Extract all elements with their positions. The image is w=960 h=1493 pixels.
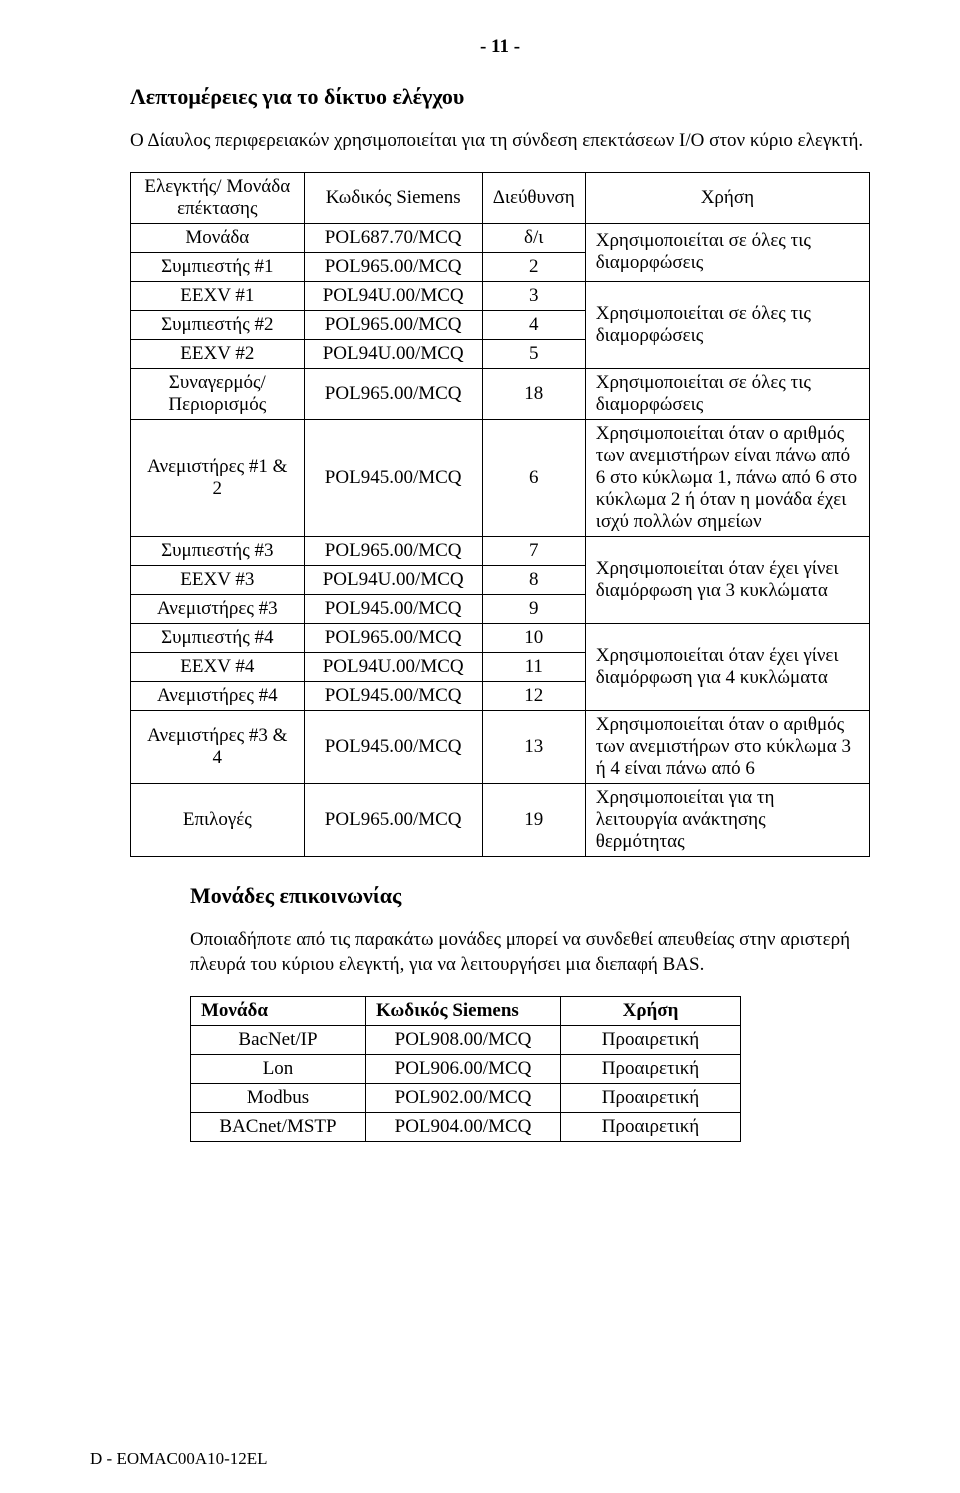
cell: 12 [482,681,585,710]
table-row: Lon POL906.00/MCQ Προαιρετική [191,1054,741,1083]
cell: Συμπιεστής #4 [131,623,305,652]
cell: 8 [482,565,585,594]
cell: Συμπιεστής #2 [131,310,305,339]
cell: EEXV #4 [131,652,305,681]
table-header: Χρήση [585,172,869,223]
table-header: Κωδικός Siemens [304,172,482,223]
cell: 9 [482,594,585,623]
cell: Χρησιμοποιείται όταν ο αριθμός των ανεμι… [585,419,869,536]
cell: Modbus [191,1083,366,1112]
cell: Lon [191,1054,366,1083]
section-intro-1: Ο Δίαυλος περιφερειακών χρησιμοποιείται … [130,128,870,154]
cell: 19 [482,783,585,856]
cell: POL94U.00/MCQ [304,565,482,594]
cell: POL965.00/MCQ [304,310,482,339]
footer-text: D - EOMAC00A10-12EL [90,1449,268,1469]
cell: Χρησιμοποιείται όταν έχει γίνει διαμόρφω… [585,623,869,710]
table-row: BACnet/MSTP POL904.00/MCQ Προαιρετική [191,1112,741,1141]
cell: 3 [482,281,585,310]
table-row: Ανεμιστήρες #3 & 4 POL945.00/MCQ 13 Χρησ… [131,710,870,783]
cell: Προαιρετική [561,1054,741,1083]
cell: Επιλογές [131,783,305,856]
cell: POL965.00/MCQ [304,252,482,281]
cell: POL945.00/MCQ [304,419,482,536]
table-header: Κωδικός Siemens [366,996,561,1025]
table-row: EEXV #1 POL94U.00/MCQ 3 Χρησιμοποιείται … [131,281,870,310]
cell: EEXV #1 [131,281,305,310]
cell: POL902.00/MCQ [366,1083,561,1112]
cell: Συμπιεστής #1 [131,252,305,281]
cell: δ/ι [482,223,585,252]
cell: POL945.00/MCQ [304,710,482,783]
table-row: Modbus POL902.00/MCQ Προαιρετική [191,1083,741,1112]
cell: POL965.00/MCQ [304,783,482,856]
table-row: BacNet/IP POL908.00/MCQ Προαιρετική [191,1025,741,1054]
table-header: Χρήση [561,996,741,1025]
cell: 13 [482,710,585,783]
cell: 7 [482,536,585,565]
cell: 11 [482,652,585,681]
cell: Ανεμιστήρες #1 & 2 [131,419,305,536]
cell: 4 [482,310,585,339]
cell: 6 [482,419,585,536]
cell: Χρησιμοποιείται όταν ο αριθμός των ανεμι… [585,710,869,783]
comm-modules-table: Μονάδα Κωδικός Siemens Χρήση BacNet/IP P… [190,996,741,1142]
cell: EEXV #3 [131,565,305,594]
cell: BacNet/IP [191,1025,366,1054]
table-row: Ελεγκτής/ Μονάδα επέκτασης Κωδικός Sieme… [131,172,870,223]
table-row: Συναγερμός/ Περιορισμός POL965.00/MCQ 18… [131,368,870,419]
cell: 2 [482,252,585,281]
cell: Χρησιμοποιείται σε όλες τις διαμορφώσεις [585,223,869,281]
cell: POL965.00/MCQ [304,623,482,652]
cell: POL965.00/MCQ [304,536,482,565]
section-2: Μονάδες επικοινωνίας Οποιαδήποτε από τις… [190,883,870,1142]
section-title-1: Λεπτομέρειες για το δίκτυο ελέγχου [130,84,870,110]
cell: Χρησιμοποιείται σε όλες τις διαμορφώσεις [585,368,869,419]
cell: Προαιρετική [561,1083,741,1112]
cell: Ανεμιστήρες #3 [131,594,305,623]
cell: POL945.00/MCQ [304,594,482,623]
controller-table: Ελεγκτής/ Μονάδα επέκτασης Κωδικός Sieme… [130,172,870,857]
table-header: Διεύθυνση [482,172,585,223]
section-intro-2: Οποιαδήποτε από τις παρακάτω μονάδες μπο… [190,927,870,978]
cell: Ανεμιστήρες #3 & 4 [131,710,305,783]
table-header: Μονάδα [191,996,366,1025]
table-row: Μονάδα POL687.70/MCQ δ/ι Χρησιμοποιείται… [131,223,870,252]
cell: POL94U.00/MCQ [304,281,482,310]
cell: 5 [482,339,585,368]
table-row: Συμπιεστής #3 POL965.00/MCQ 7 Χρησιμοποι… [131,536,870,565]
cell: Προαιρετική [561,1112,741,1141]
cell: Συμπιεστής #3 [131,536,305,565]
table-header: Ελεγκτής/ Μονάδα επέκτασης [131,172,305,223]
cell: BACnet/MSTP [191,1112,366,1141]
table-row: Μονάδα Κωδικός Siemens Χρήση [191,996,741,1025]
cell: Χρησιμοποιείται για τη λειτουργία ανάκτη… [585,783,869,856]
cell: POL687.70/MCQ [304,223,482,252]
cell: EEXV #2 [131,339,305,368]
cell: 18 [482,368,585,419]
cell: POL906.00/MCQ [366,1054,561,1083]
page: - 11 - Λεπτομέρειες για το δίκτυο ελέγχο… [0,0,960,1493]
cell: Χρησιμοποιείται όταν έχει γίνει διαμόρφω… [585,536,869,623]
section-title-2: Μονάδες επικοινωνίας [190,883,870,909]
table-row: Συμπιεστής #4 POL965.00/MCQ 10 Χρησιμοπο… [131,623,870,652]
page-number: - 11 - [130,36,870,58]
cell: Χρησιμοποιείται σε όλες τις διαμορφώσεις [585,281,869,368]
cell: POL945.00/MCQ [304,681,482,710]
cell: POL904.00/MCQ [366,1112,561,1141]
cell: Προαιρετική [561,1025,741,1054]
cell: 10 [482,623,585,652]
cell: POL94U.00/MCQ [304,339,482,368]
cell: Συναγερμός/ Περιορισμός [131,368,305,419]
table-row: Επιλογές POL965.00/MCQ 19 Χρησιμοποιείτα… [131,783,870,856]
table-row: Ανεμιστήρες #1 & 2 POL945.00/MCQ 6 Χρησι… [131,419,870,536]
cell: POL965.00/MCQ [304,368,482,419]
cell: POL94U.00/MCQ [304,652,482,681]
cell: POL908.00/MCQ [366,1025,561,1054]
cell: Μονάδα [131,223,305,252]
cell: Ανεμιστήρες #4 [131,681,305,710]
